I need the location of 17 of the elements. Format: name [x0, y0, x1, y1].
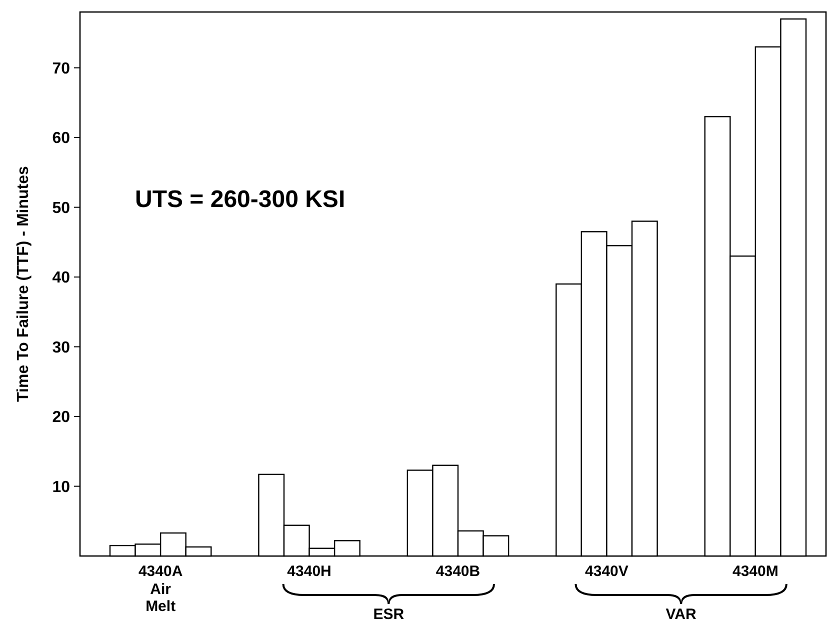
annotation: UTS = 260-300 KSI: [135, 186, 346, 213]
y-tick-label: 60: [52, 130, 70, 148]
y-tick-label: 70: [52, 60, 70, 78]
text: Air Melt: [146, 581, 176, 615]
y-axis-title: Time To Failure (TTF) - Minutes: [15, 166, 32, 402]
y-tick-label: 10: [52, 478, 70, 496]
x-tick-label: 4340H: [287, 563, 332, 580]
y-tick-label: 40: [52, 270, 70, 287]
x-tick-label: 4340M: [732, 563, 778, 580]
y-tick-label: 50: [52, 200, 70, 217]
x-tick-label: 4340A: [138, 563, 183, 580]
y-tick-label: 20: [52, 409, 70, 426]
y-tick-label: 30: [52, 339, 70, 356]
x-tick-label: 4340V: [585, 563, 628, 580]
text: ESR: [373, 606, 404, 623]
x-tick-label: 4340B: [436, 563, 480, 580]
text: VAR: [666, 606, 697, 623]
